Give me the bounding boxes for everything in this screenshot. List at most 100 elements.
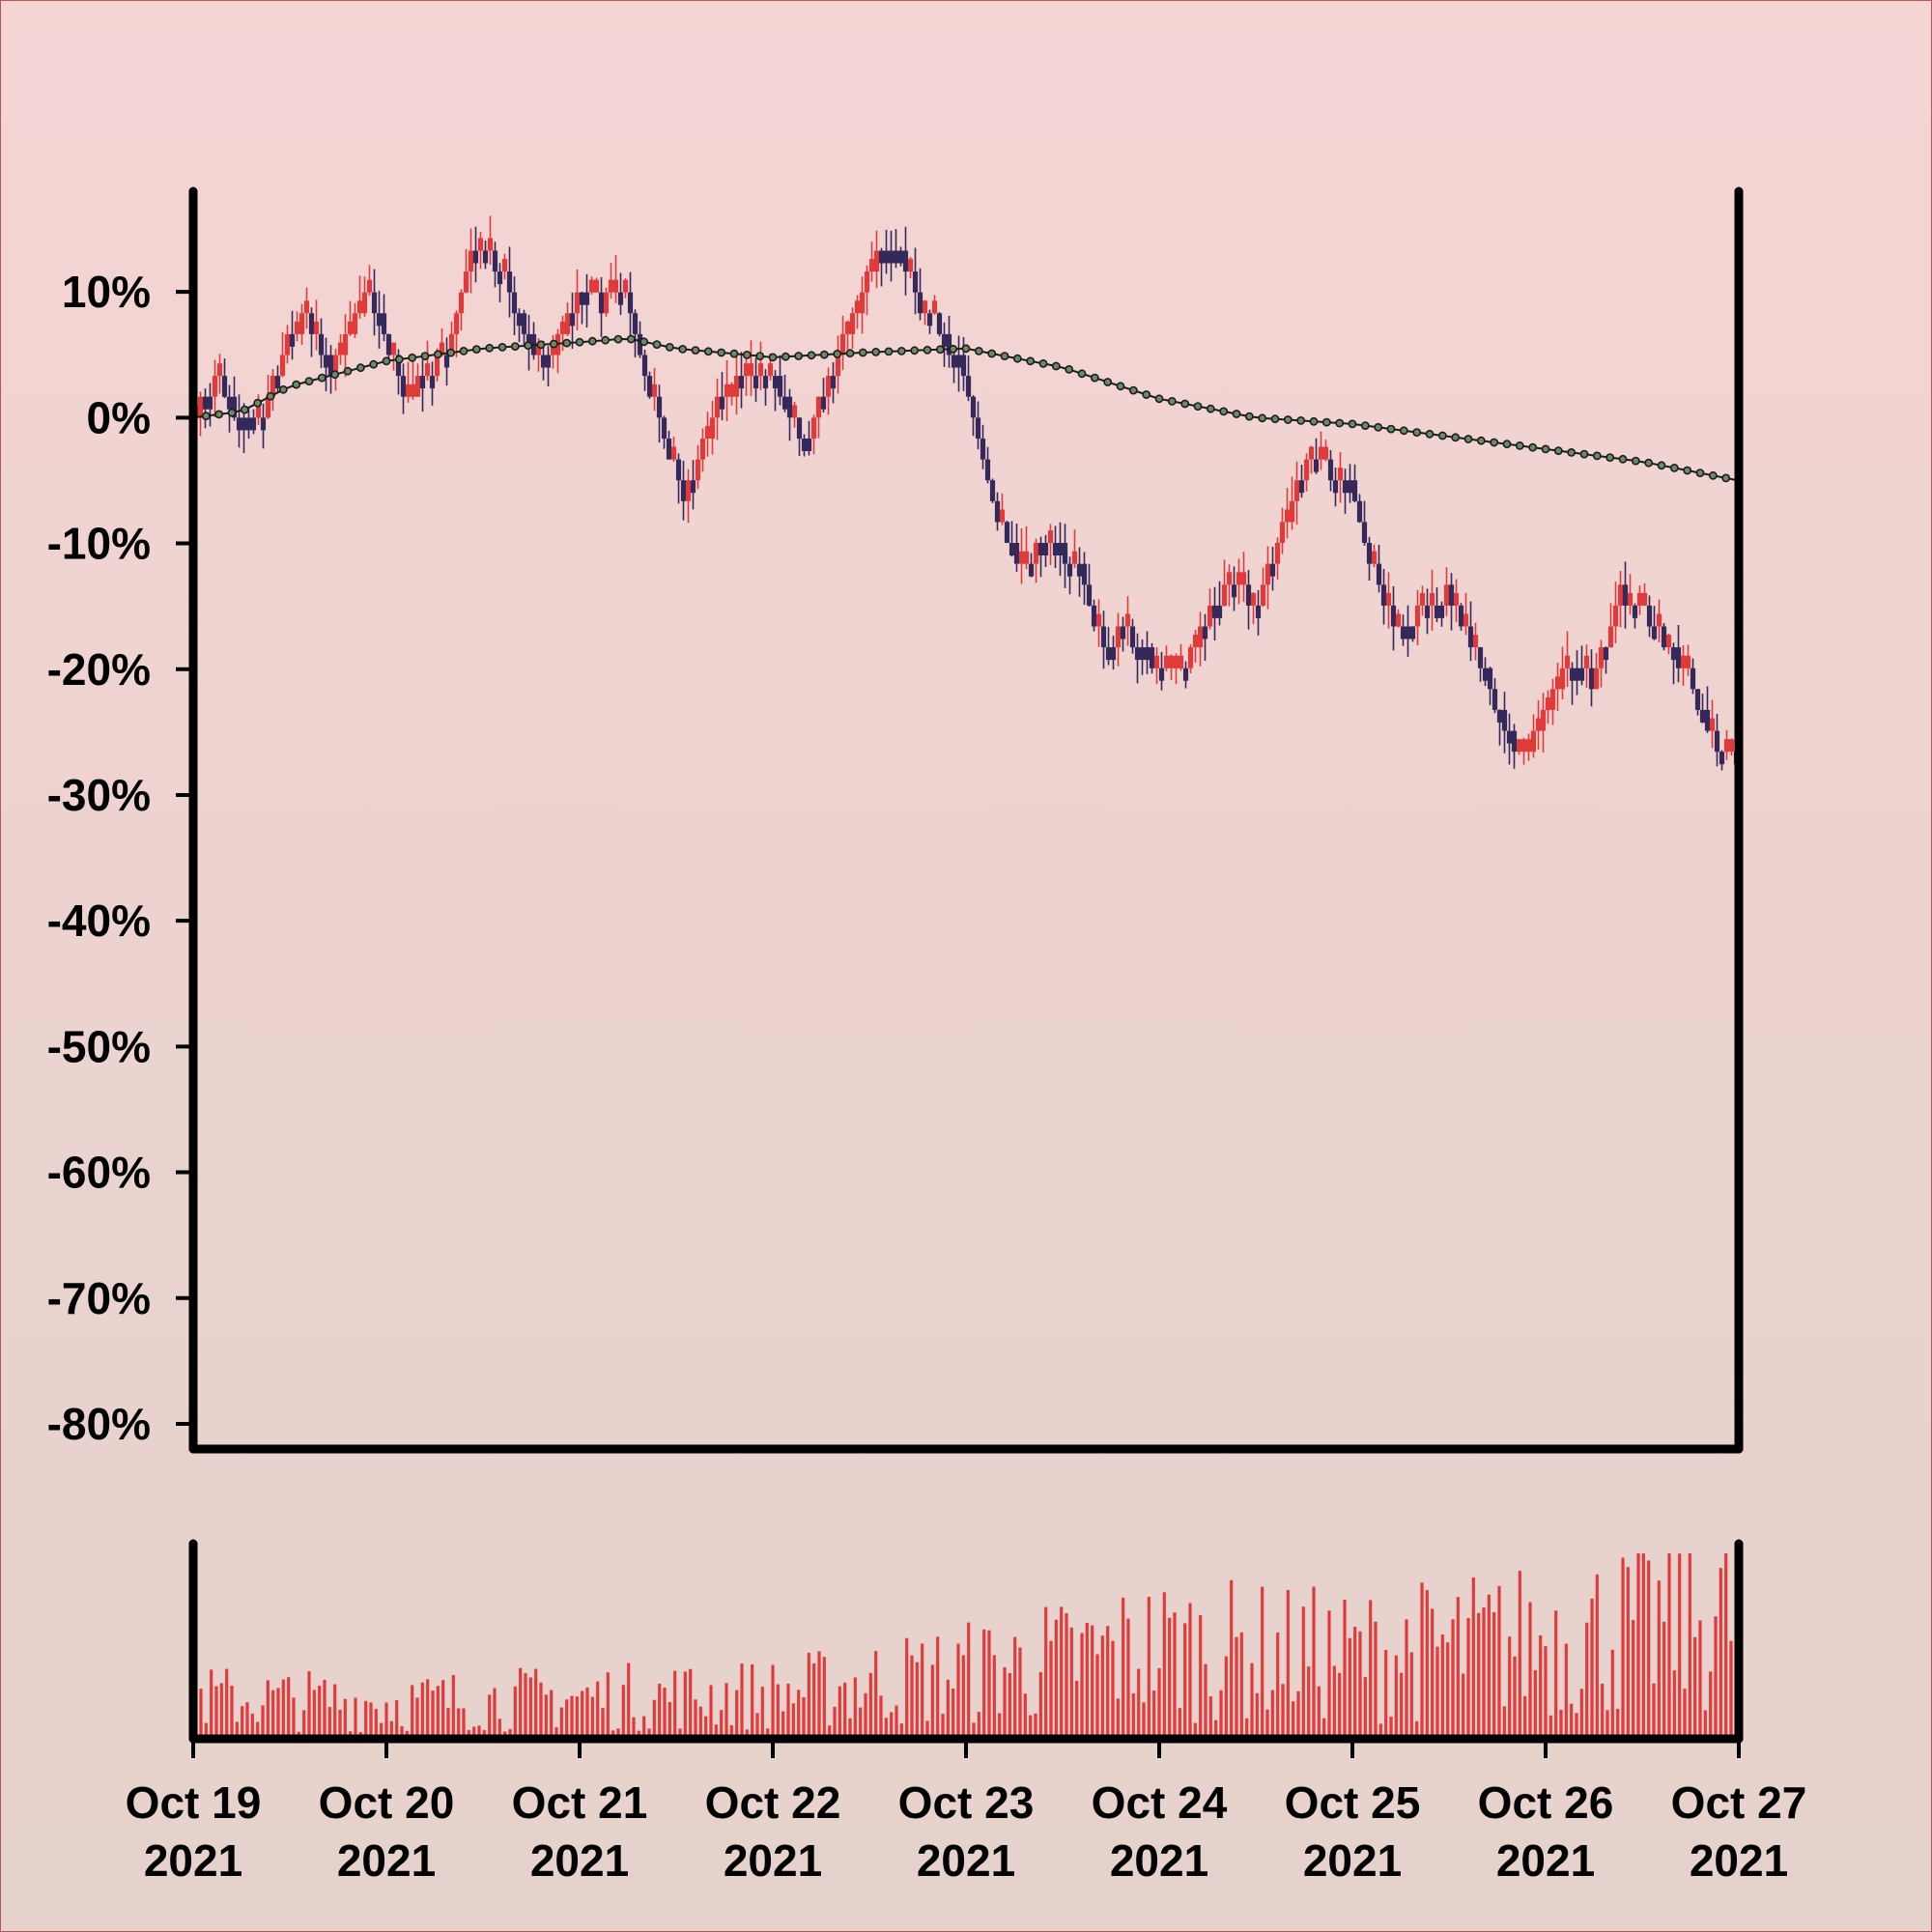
volume-bar — [1162, 1592, 1166, 1739]
candle-down — [926, 313, 933, 327]
candle-down — [1149, 647, 1155, 668]
volume-bar — [1281, 1684, 1285, 1739]
candle-up — [1709, 718, 1716, 731]
candle-up — [574, 292, 581, 314]
candle-down — [637, 333, 643, 355]
moving-average-point — [949, 344, 958, 354]
volume-bar — [1348, 1637, 1351, 1739]
candle-up — [564, 313, 571, 334]
candle-up — [1612, 605, 1619, 627]
candle-down — [675, 459, 682, 481]
volume-bar — [1265, 1709, 1269, 1739]
moving-average-point — [1502, 440, 1512, 449]
candle-up — [588, 279, 595, 293]
volume-bar — [585, 1687, 589, 1739]
volume-bar — [276, 1688, 280, 1739]
volume-bar — [1085, 1623, 1089, 1739]
candle-up — [922, 300, 928, 314]
moving-average-point — [961, 344, 971, 354]
candle-down — [1670, 647, 1677, 661]
candle-down — [1448, 584, 1455, 606]
moving-average-point — [1515, 440, 1524, 450]
axes — [188, 186, 1744, 1744]
moving-average-point — [355, 363, 365, 373]
candle-up — [366, 279, 373, 293]
candle-down — [1409, 626, 1416, 639]
price-candles — [192, 215, 1740, 771]
volume-bar — [601, 1708, 605, 1739]
moving-average-point — [768, 353, 778, 362]
moving-average-point — [1309, 416, 1319, 426]
volume-bar — [1292, 1701, 1295, 1739]
candle-down — [371, 292, 378, 314]
candle-up — [1322, 446, 1329, 460]
candle-up — [1414, 605, 1421, 627]
volume-bar — [766, 1728, 770, 1739]
volume-bar — [1595, 1574, 1599, 1739]
volume-bar — [967, 1622, 971, 1739]
candle-down — [1086, 584, 1093, 606]
candle-down — [646, 376, 653, 397]
candle-up — [931, 300, 938, 314]
volume-bar — [1657, 1580, 1661, 1739]
volume-bar — [210, 1669, 213, 1739]
candle-down — [400, 376, 407, 397]
volume-bar — [1029, 1715, 1033, 1739]
moving-average-point — [1348, 419, 1357, 429]
moving-average-point — [1321, 417, 1331, 427]
y-tick-label: -20% — [47, 644, 151, 695]
candle-down — [1105, 647, 1112, 661]
candle-up — [859, 292, 866, 314]
volume-bar — [338, 1709, 342, 1739]
y-tick-label: 0% — [87, 392, 151, 442]
moving-average-point — [1631, 456, 1640, 466]
candle-up — [352, 313, 358, 334]
candle-up — [709, 417, 716, 439]
candle-down — [1434, 605, 1440, 618]
volume-bar — [1528, 1602, 1532, 1739]
moving-average-point — [1077, 369, 1087, 379]
candle-up — [1260, 584, 1266, 606]
volume-bar — [1065, 1613, 1068, 1739]
volume-bar — [899, 1723, 903, 1739]
candle-up — [815, 396, 822, 418]
volume-bar — [647, 1728, 651, 1739]
volume-bar — [1188, 1603, 1192, 1739]
moving-average-point — [317, 373, 327, 383]
volume-bar — [1038, 1672, 1042, 1739]
volume-bar — [1693, 1636, 1697, 1739]
candle-up — [695, 459, 701, 481]
candle-down — [806, 439, 812, 451]
volume-bar — [1173, 1612, 1177, 1739]
moving-average-point — [601, 335, 611, 345]
volume-bar — [1157, 1667, 1161, 1739]
candle-down — [231, 396, 238, 418]
candle-down — [245, 417, 252, 431]
volume-bar — [1456, 1597, 1460, 1739]
volume-bar — [956, 1643, 960, 1739]
candle-down — [1496, 709, 1503, 723]
volume-bar — [1415, 1720, 1419, 1739]
moving-average-point — [524, 341, 533, 351]
volume-bar — [946, 1679, 950, 1739]
moving-average-point — [369, 359, 379, 369]
volume-bar — [1579, 1689, 1583, 1739]
candle-up — [873, 250, 880, 272]
volume-bar — [219, 1683, 223, 1739]
candle-down — [781, 396, 788, 410]
candle-up — [1641, 592, 1648, 606]
volume-bar — [482, 1729, 486, 1739]
volume-bar — [1523, 1695, 1527, 1739]
moving-average-point — [703, 347, 713, 356]
volume-bar — [720, 1710, 724, 1739]
candle-down — [492, 250, 498, 272]
volume-bar — [1296, 1690, 1300, 1739]
volume-bar — [214, 1686, 218, 1739]
x-tick-label-date: Oct 20 — [319, 1777, 455, 1828]
candle-up — [1264, 563, 1271, 585]
volume-bar — [838, 1686, 841, 1739]
volume-bar — [204, 1722, 208, 1739]
moving-average-point — [1167, 396, 1177, 406]
candle-up — [854, 300, 861, 314]
volume-bar — [843, 1682, 847, 1739]
